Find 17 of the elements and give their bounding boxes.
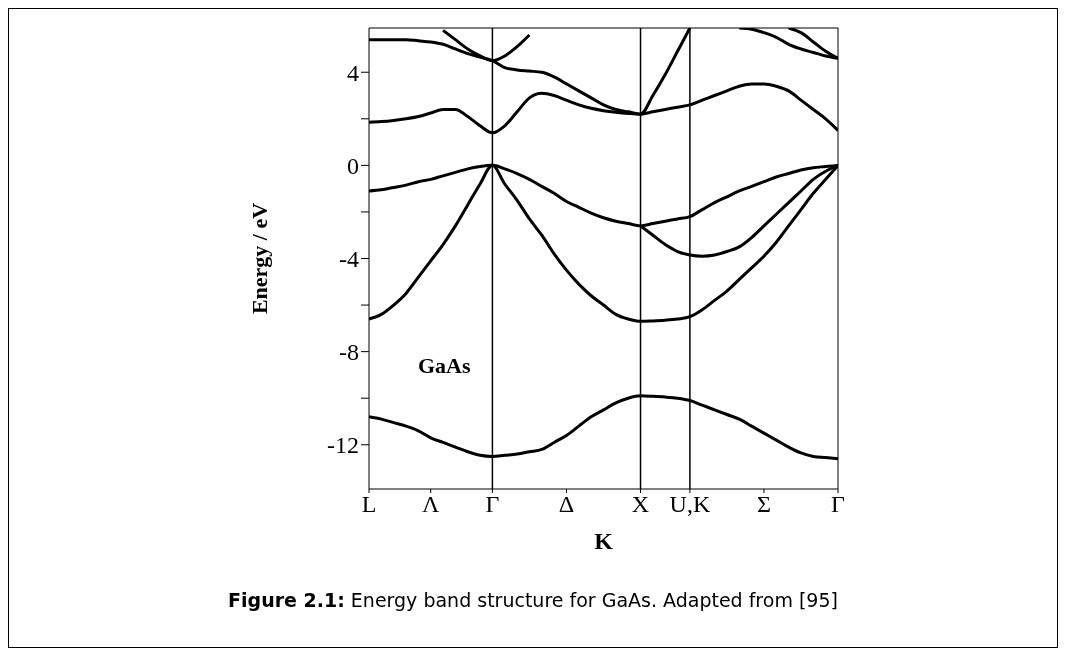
y-tick-label: 0 xyxy=(347,152,359,179)
x-tick-label: Λ xyxy=(422,491,441,518)
text: GaAs xyxy=(414,351,475,381)
x-tick-label: Σ xyxy=(756,491,771,518)
y-tick-label: -12 xyxy=(327,432,359,459)
caption: Figure 2.1: Energy band structure for GaAs. Adapted from [95] xyxy=(227,589,839,611)
x-tick-label: L xyxy=(361,491,377,518)
x-tick-label: Γ xyxy=(831,491,846,518)
x-axis-title: K xyxy=(594,528,614,554)
x-tick-label: U,K xyxy=(669,491,711,518)
x-tick-label: Γ xyxy=(485,491,500,518)
x-tick-label: X xyxy=(631,491,650,518)
x-tick-label: Δ xyxy=(558,491,575,518)
y-axis-title: Energy / eV xyxy=(246,202,272,315)
y-tick-label: -8 xyxy=(339,339,359,366)
y-tick-label: 4 xyxy=(347,59,359,86)
y-tick-label: -4 xyxy=(339,246,359,273)
